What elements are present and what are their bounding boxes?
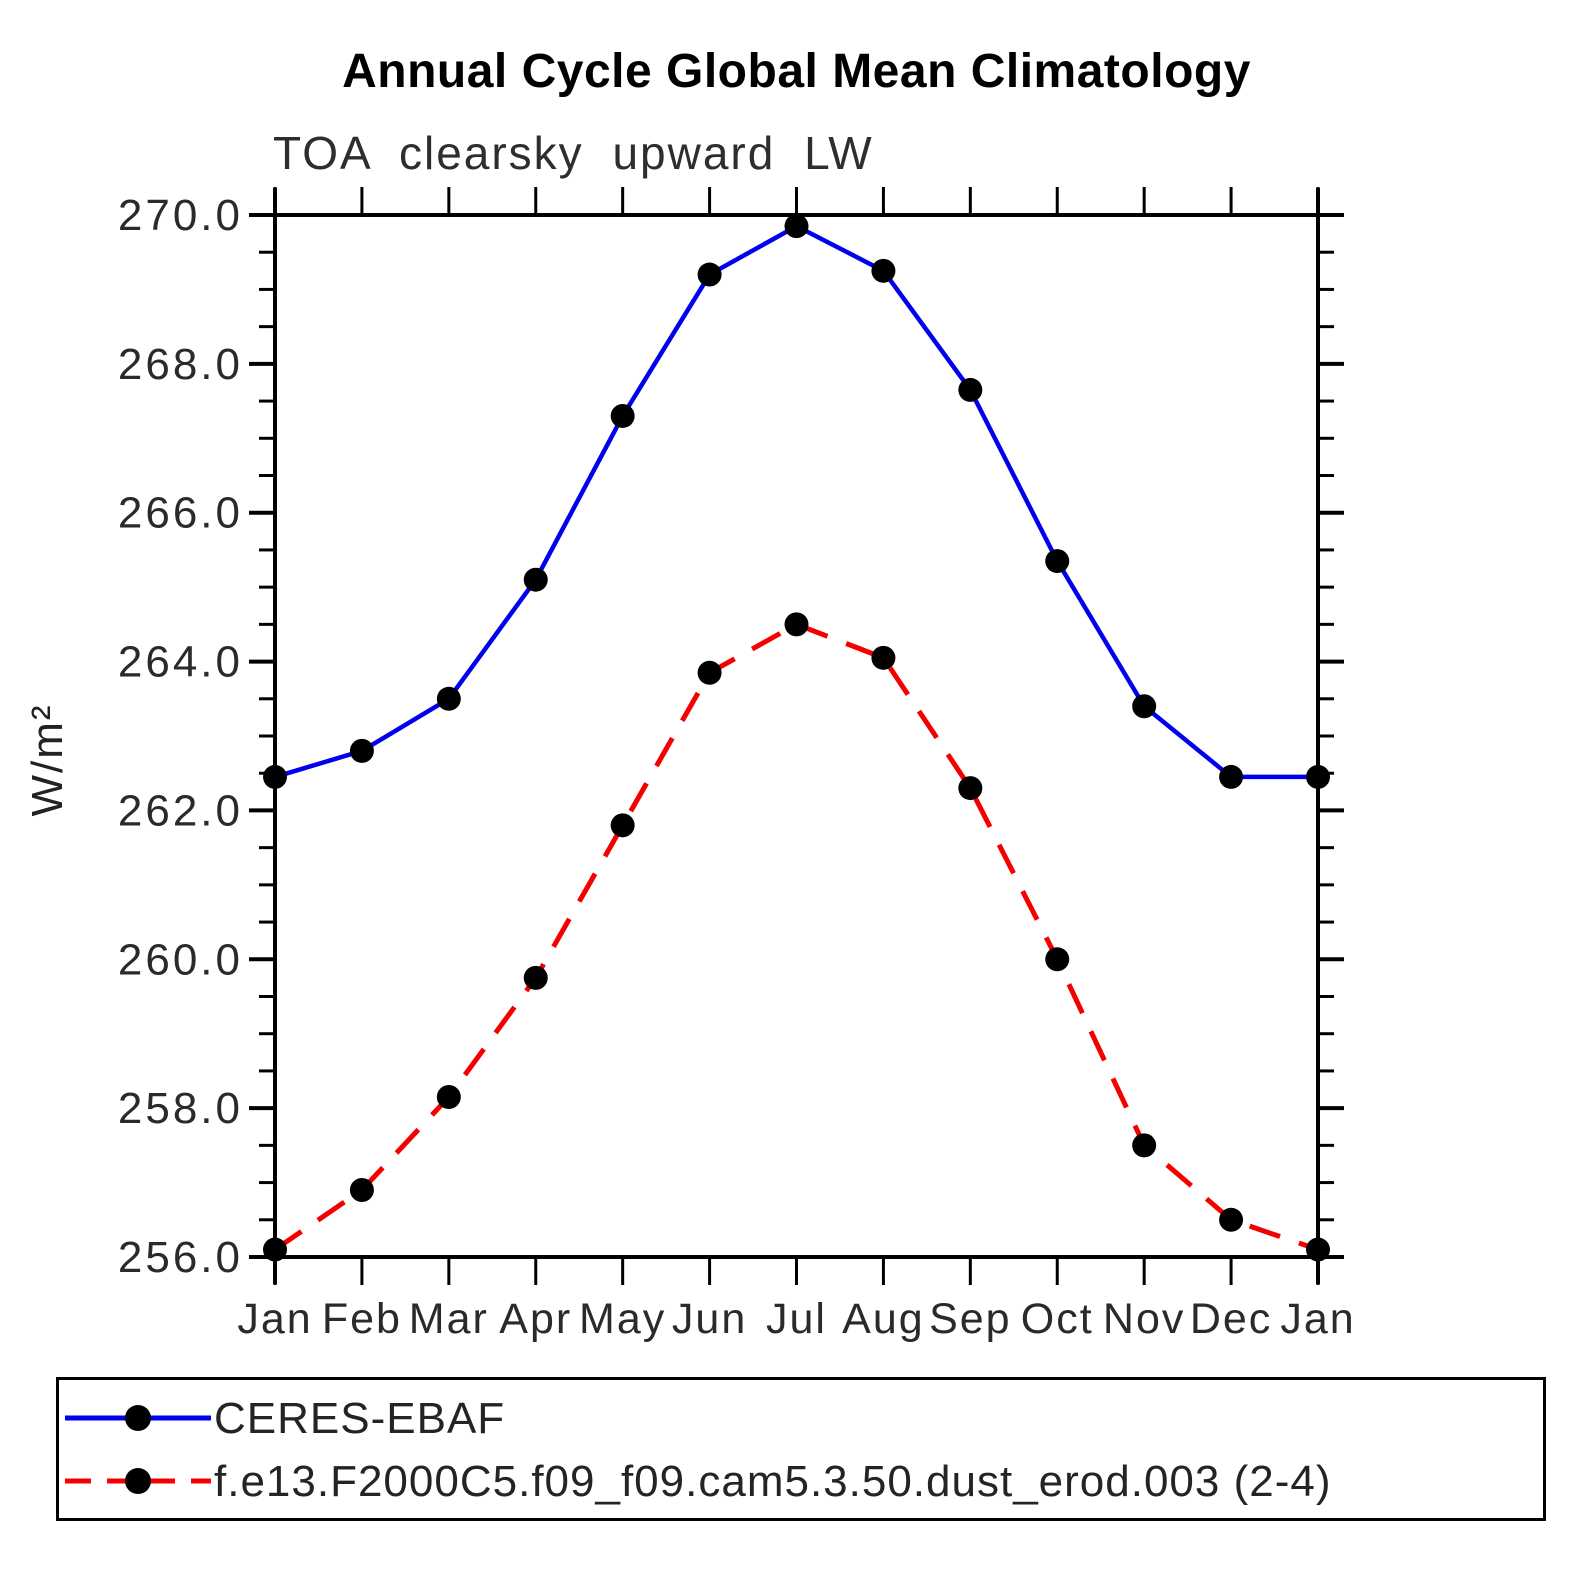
legend-label: f.e13.F2000C5.f09_f09.cam5.3.50.dust_ero… [214, 1457, 1332, 1506]
data-point-marker [1306, 764, 1330, 789]
x-axis-tick-label: Feb [322, 1295, 402, 1343]
x-axis-tick-label: Jan [237, 1295, 312, 1343]
legend-label: CERES-EBAF [214, 1394, 506, 1443]
data-point-marker [697, 262, 722, 287]
x-axis-tick-label: Jun [672, 1295, 747, 1343]
legend-entry-observation: CERES-EBAF [59, 1394, 1543, 1443]
y-axis-tick-label: 270.0 [118, 191, 243, 240]
x-axis-tick-label: May [579, 1295, 666, 1343]
data-point-marker [523, 567, 548, 592]
y-axis-tick-label: 258.0 [118, 1084, 243, 1133]
y-axis-tick-label: 262.0 [118, 786, 243, 835]
data-point-marker [1219, 1207, 1244, 1232]
x-axis-tick-label: Oct [1021, 1295, 1094, 1343]
series-line-observation [274, 223, 1318, 780]
y-axis-tick-label: 268.0 [118, 340, 243, 389]
x-axis-tick-label: Dec [1190, 1295, 1272, 1343]
data-point-marker [1132, 1133, 1157, 1158]
y-axis-tick-label: 264.0 [118, 638, 243, 687]
x-axis-tick-label: Apr [499, 1295, 572, 1343]
data-point-marker [1045, 549, 1070, 574]
x-axis-tick-label: Jul [766, 1295, 827, 1343]
data-point-marker [871, 258, 896, 283]
data-point-marker [610, 403, 635, 428]
data-point-marker [871, 645, 896, 670]
data-point-marker [436, 1084, 461, 1109]
chart-title: Annual Cycle Global Mean Climatology [342, 45, 1251, 98]
data-point-marker [263, 1237, 287, 1262]
x-axis-tick-label: Sep [929, 1295, 1012, 1343]
data-point-marker [1045, 947, 1070, 972]
chart-subtitle: TOA clearsky upward LW [273, 127, 874, 179]
legend-marker-sample [125, 1468, 151, 1494]
data-point-marker [1132, 694, 1157, 719]
data-point-marker [784, 612, 809, 637]
y-axis-tick-label: 266.0 [118, 489, 243, 538]
x-axis-tick-label: Nov [1103, 1295, 1185, 1343]
legend-box: CERES-EBAF f.e13.F2000C5.f09_f09.cam5.3.… [56, 1377, 1546, 1521]
legend-entry-model: f.e13.F2000C5.f09_f09.cam5.3.50.dust_ero… [59, 1457, 1543, 1506]
data-point-marker [523, 965, 548, 990]
data-point-marker [263, 764, 287, 789]
data-point-marker [697, 660, 722, 685]
data-point-marker [436, 686, 461, 711]
data-point-marker [610, 813, 635, 838]
x-axis-tick-label: Aug [842, 1295, 925, 1343]
x-axis-tick-label: Mar [409, 1295, 489, 1343]
data-point-marker [958, 776, 983, 801]
legend-marker-sample [125, 1405, 151, 1431]
data-point-marker [1219, 764, 1244, 789]
legend-swatch-dashed [65, 1468, 211, 1494]
legend-swatch-solid [65, 1405, 211, 1431]
data-point-marker [1306, 1237, 1330, 1262]
data-point-marker [784, 214, 809, 239]
data-point-marker [349, 738, 374, 763]
x-axis-tick-label: Jan [1280, 1295, 1355, 1343]
data-point-marker [958, 377, 983, 402]
y-axis-tick-label: 260.0 [118, 935, 243, 984]
y-axis-tick-label: 256.0 [118, 1233, 243, 1282]
data-point-marker [349, 1178, 374, 1203]
